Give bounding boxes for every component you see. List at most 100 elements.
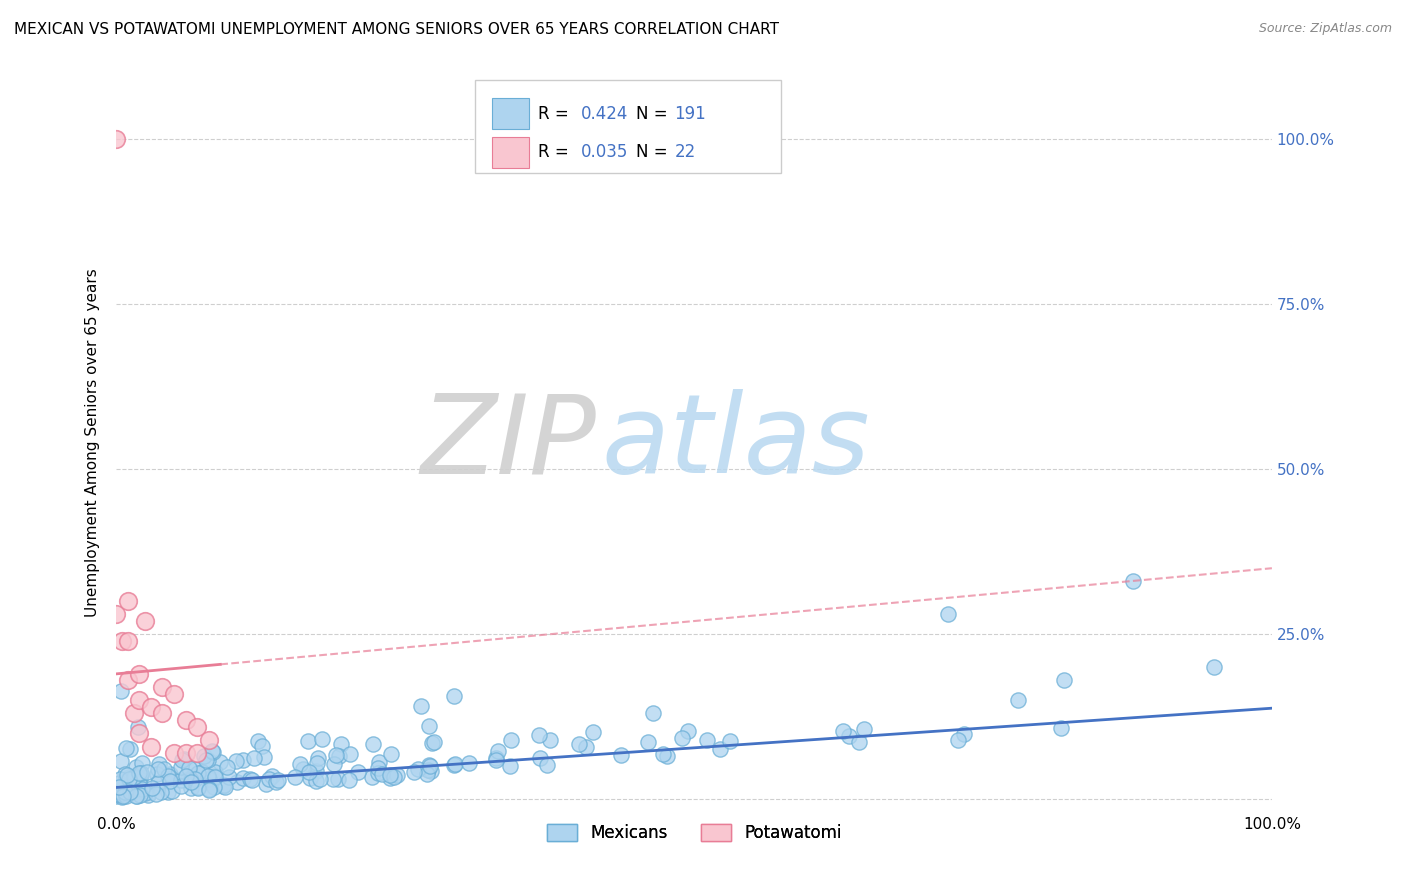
Point xyxy=(419,759,441,773)
Point xyxy=(160,771,183,785)
Point xyxy=(232,772,254,786)
Text: ZIP: ZIP xyxy=(420,389,596,496)
Point xyxy=(146,762,169,776)
Point xyxy=(610,748,633,763)
Point xyxy=(291,762,314,776)
Point xyxy=(179,772,201,786)
Point xyxy=(202,769,225,783)
Point xyxy=(1050,721,1073,735)
Point xyxy=(184,772,207,787)
Point xyxy=(423,734,446,748)
Point xyxy=(212,778,235,792)
Point xyxy=(1204,660,1226,674)
Point xyxy=(838,729,860,743)
Point xyxy=(307,756,329,771)
Text: N =: N = xyxy=(637,143,673,161)
Legend: Mexicans, Potawatomi: Mexicans, Potawatomi xyxy=(540,817,848,848)
Point xyxy=(172,753,194,767)
Point xyxy=(156,785,179,799)
Point xyxy=(110,772,132,786)
Point xyxy=(115,787,138,801)
Point xyxy=(339,747,361,762)
Point xyxy=(118,770,141,784)
Point xyxy=(163,687,186,701)
Point xyxy=(122,770,145,784)
Point xyxy=(443,756,465,771)
Text: R =: R = xyxy=(538,143,574,161)
Point xyxy=(163,746,186,760)
Point xyxy=(367,766,389,780)
Point xyxy=(129,766,152,780)
Point xyxy=(443,689,465,703)
Point xyxy=(499,759,522,773)
Point xyxy=(131,756,153,770)
Point xyxy=(136,788,159,802)
Point xyxy=(368,755,391,769)
Point xyxy=(298,771,321,785)
Point xyxy=(361,737,384,751)
Point xyxy=(136,764,159,779)
Point xyxy=(129,789,152,803)
Point xyxy=(655,749,678,764)
Point xyxy=(226,775,249,789)
Point xyxy=(1122,574,1144,589)
Text: R =: R = xyxy=(538,105,574,123)
Point xyxy=(347,764,370,779)
Point xyxy=(204,770,226,784)
Point xyxy=(197,783,219,797)
Point xyxy=(190,765,212,780)
Point xyxy=(115,784,138,798)
Point xyxy=(111,789,134,804)
Point xyxy=(118,772,141,787)
Point xyxy=(214,780,236,794)
Point xyxy=(105,607,128,622)
Point xyxy=(148,757,170,772)
Point xyxy=(267,773,290,788)
Point xyxy=(110,684,132,698)
Point xyxy=(152,706,174,721)
Point xyxy=(529,728,551,742)
Point xyxy=(696,733,718,747)
Point xyxy=(297,734,319,748)
FancyBboxPatch shape xyxy=(474,80,780,173)
Text: Source: ZipAtlas.com: Source: ZipAtlas.com xyxy=(1258,22,1392,36)
Point xyxy=(676,723,699,738)
Point xyxy=(141,781,163,796)
Point xyxy=(120,785,142,799)
Point xyxy=(108,780,131,794)
Point xyxy=(134,786,156,800)
Point xyxy=(128,726,150,740)
Point xyxy=(117,633,139,648)
Point xyxy=(380,767,402,781)
Point xyxy=(200,744,222,758)
Text: MEXICAN VS POTAWATOMI UNEMPLOYMENT AMONG SENIORS OVER 65 YEARS CORRELATION CHART: MEXICAN VS POTAWATOMI UNEMPLOYMENT AMONG… xyxy=(14,22,779,37)
Point xyxy=(499,733,522,747)
Point xyxy=(128,666,150,681)
Point xyxy=(485,751,508,765)
Point xyxy=(138,785,160,799)
Point xyxy=(257,772,280,787)
Point xyxy=(380,747,402,761)
Point xyxy=(186,780,208,795)
Point xyxy=(159,766,181,780)
Point xyxy=(174,713,197,727)
Point xyxy=(184,762,207,776)
Point xyxy=(159,773,181,788)
Point xyxy=(156,769,179,783)
Point xyxy=(211,779,233,793)
Point xyxy=(146,776,169,790)
Point xyxy=(568,737,591,751)
Point xyxy=(197,753,219,767)
Point xyxy=(232,753,254,767)
Point xyxy=(180,781,202,796)
Point xyxy=(107,787,129,801)
Point xyxy=(409,699,432,714)
Point xyxy=(202,745,225,759)
Point xyxy=(217,760,239,774)
Point xyxy=(115,789,138,803)
Point xyxy=(134,614,156,628)
Point xyxy=(152,762,174,776)
Point xyxy=(371,767,394,781)
Point xyxy=(146,767,169,781)
Point xyxy=(174,746,197,760)
